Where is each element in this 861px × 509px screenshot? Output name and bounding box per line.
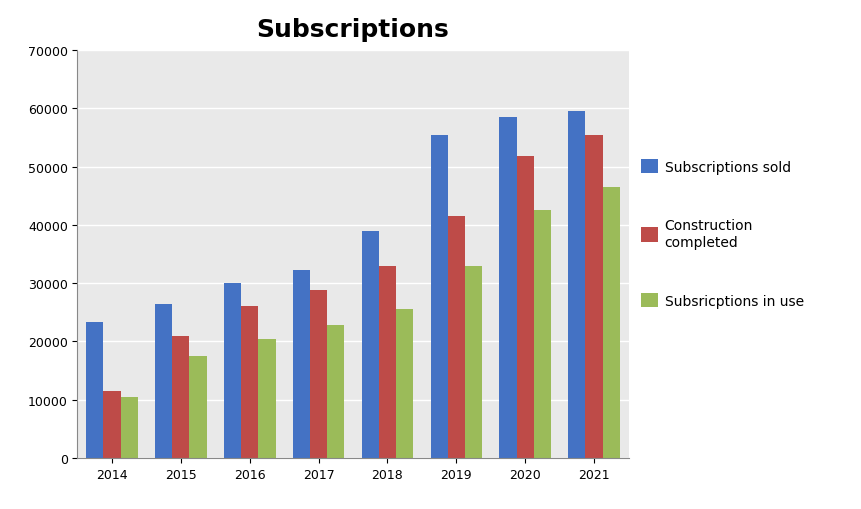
- Bar: [465, 266, 482, 458]
- Bar: [568, 112, 585, 458]
- Bar: [293, 271, 310, 458]
- Bar: [172, 336, 189, 458]
- Bar: [499, 118, 517, 458]
- Bar: [362, 231, 379, 458]
- Bar: [379, 266, 396, 458]
- Bar: [396, 310, 413, 458]
- Bar: [86, 322, 103, 458]
- Bar: [603, 188, 620, 458]
- Bar: [534, 211, 551, 458]
- Bar: [310, 290, 327, 458]
- Bar: [241, 307, 258, 458]
- Bar: [121, 397, 138, 458]
- Legend: Subscriptions sold, Construction
completed, Subsricptions in use: Subscriptions sold, Construction complet…: [641, 160, 803, 308]
- Bar: [430, 135, 448, 458]
- Bar: [517, 157, 534, 458]
- Bar: [448, 217, 465, 458]
- Bar: [189, 356, 207, 458]
- Bar: [103, 391, 121, 458]
- Title: Subscriptions: Subscriptions: [257, 18, 449, 42]
- Bar: [327, 325, 344, 458]
- Bar: [258, 339, 276, 458]
- Bar: [585, 135, 603, 458]
- Bar: [224, 284, 241, 458]
- Bar: [155, 304, 172, 458]
